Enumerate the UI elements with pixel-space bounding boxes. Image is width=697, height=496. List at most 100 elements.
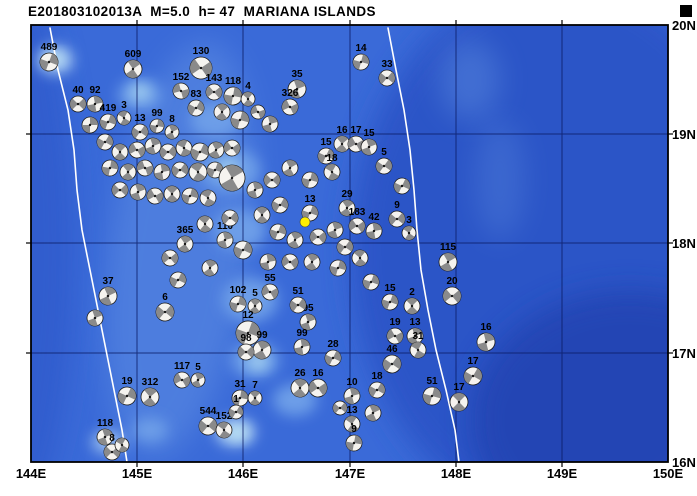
focal-mechanism: 83 xyxy=(187,89,205,117)
focal-mechanism xyxy=(206,161,224,179)
focal-mechanism xyxy=(190,142,210,162)
focal-mechanism xyxy=(261,115,279,133)
depth-label: 326 xyxy=(282,88,299,99)
focal-mechanism: 544 xyxy=(198,406,218,436)
focal-mechanism: 51 xyxy=(289,286,307,314)
depth-label: 7 xyxy=(252,380,258,391)
focal-mechanism xyxy=(159,143,177,161)
focal-mechanism: 19 xyxy=(117,376,137,406)
focal-mechanism: 15 xyxy=(317,137,335,165)
focal-mechanism: 18 xyxy=(368,371,386,399)
focal-mechanism xyxy=(161,249,179,267)
focal-mechanism: 37 xyxy=(98,276,118,306)
depth-label: 609 xyxy=(125,49,142,60)
focal-mechanism: 40 xyxy=(69,85,87,113)
depth-label: 489 xyxy=(41,42,58,53)
focal-mechanism: 13 xyxy=(343,405,361,433)
focal-mechanism: 92 xyxy=(86,85,104,113)
lat-label-20n: 20N xyxy=(672,18,696,33)
depth-label: 312 xyxy=(142,377,159,388)
plot-corner-marker xyxy=(680,5,692,17)
lat-label-17n: 17N xyxy=(672,346,696,361)
depth-label: 31 xyxy=(412,331,424,342)
depth-label: 3 xyxy=(406,215,412,226)
depth-label: 37 xyxy=(102,276,114,287)
focal-mechanism xyxy=(201,259,219,277)
focal-mechanism: 5 xyxy=(247,288,263,314)
focal-mechanism: 312 xyxy=(140,377,160,407)
focal-mechanism: 102 xyxy=(229,285,247,313)
depth-label: 152 xyxy=(216,411,233,422)
focal-mechanism: 118 xyxy=(96,418,114,446)
focal-mechanism xyxy=(364,404,382,422)
lat-label-19n: 19N xyxy=(672,127,696,142)
focal-mechanism xyxy=(119,163,137,181)
focal-mechanism: 10 xyxy=(343,377,361,405)
focal-mechanism: 17 xyxy=(463,356,483,386)
focal-mechanism: 118 xyxy=(223,76,243,106)
depth-label: 13 xyxy=(346,405,358,416)
focal-mechanism xyxy=(393,177,411,195)
focal-mechanism: 8 xyxy=(164,114,180,140)
focal-mechanism: 183 xyxy=(348,207,366,235)
focal-mechanism xyxy=(230,110,250,130)
focal-mechanism: 609 xyxy=(123,49,143,79)
focal-mechanism xyxy=(246,181,264,199)
focal-mechanism: 16 xyxy=(333,125,351,153)
depth-label: 35 xyxy=(291,69,303,80)
lon-label-150e: 150E xyxy=(652,466,684,481)
depth-label: 99 xyxy=(256,330,268,341)
focal-mechanism: 3 xyxy=(116,100,132,126)
focal-mechanism: 419 xyxy=(99,103,117,131)
depth-label: 14 xyxy=(355,43,367,54)
lat-label-16n: 16N xyxy=(672,455,696,470)
depth-label: 99 xyxy=(296,328,308,339)
focal-mechanism xyxy=(181,187,199,205)
focal-mechanism xyxy=(221,209,239,227)
focal-mechanism xyxy=(188,162,208,182)
depth-label: 18 xyxy=(371,371,383,382)
focal-mechanism xyxy=(281,253,299,271)
depth-label: 13 xyxy=(409,317,421,328)
depth-label: 29 xyxy=(341,189,353,200)
depth-label: 51 xyxy=(292,286,304,297)
map-frame xyxy=(26,20,673,467)
focal-mechanism xyxy=(301,171,319,189)
focal-mechanism xyxy=(163,185,181,203)
depth-label: 117 xyxy=(174,361,191,372)
focal-mechanism: 99 xyxy=(293,328,311,356)
focal-mechanism: 19 xyxy=(386,317,404,345)
focal-mechanism: 16 xyxy=(308,368,328,398)
focal-mechanism xyxy=(259,253,277,271)
focal-mechanism: 17 xyxy=(449,382,469,412)
focal-mechanism: 143 xyxy=(205,73,223,101)
focal-mechanism xyxy=(144,137,162,155)
focal-mechanism xyxy=(253,206,271,224)
depth-label: 40 xyxy=(72,85,84,96)
focal-mechanism xyxy=(129,183,147,201)
depth-label: 183 xyxy=(349,207,366,218)
focal-mechanism xyxy=(362,273,380,291)
lon-label-148e: 148E xyxy=(440,466,472,481)
focal-mechanism xyxy=(263,171,281,189)
depth-label: 15 xyxy=(384,283,396,294)
focal-mechanism: 9 xyxy=(345,424,363,452)
depth-label: 16 xyxy=(312,368,324,379)
focal-mechanism xyxy=(329,259,347,277)
focal-mechanism xyxy=(250,104,266,120)
focal-mechanism: 326 xyxy=(281,88,299,116)
focal-mechanism xyxy=(96,133,114,151)
focal-mechanism: 110 xyxy=(216,221,234,249)
depth-label: 12 xyxy=(242,310,254,321)
focal-mechanism: 99 xyxy=(149,108,165,134)
trench-line-left xyxy=(49,27,128,462)
focal-mechanism: 6 xyxy=(155,292,175,322)
depth-label: 8 xyxy=(109,433,115,444)
focal-mechanism: 28 xyxy=(324,339,342,367)
focal-mechanism xyxy=(281,159,299,177)
depth-label: 5 xyxy=(195,362,201,373)
focal-mechanism: 130 xyxy=(189,46,213,80)
